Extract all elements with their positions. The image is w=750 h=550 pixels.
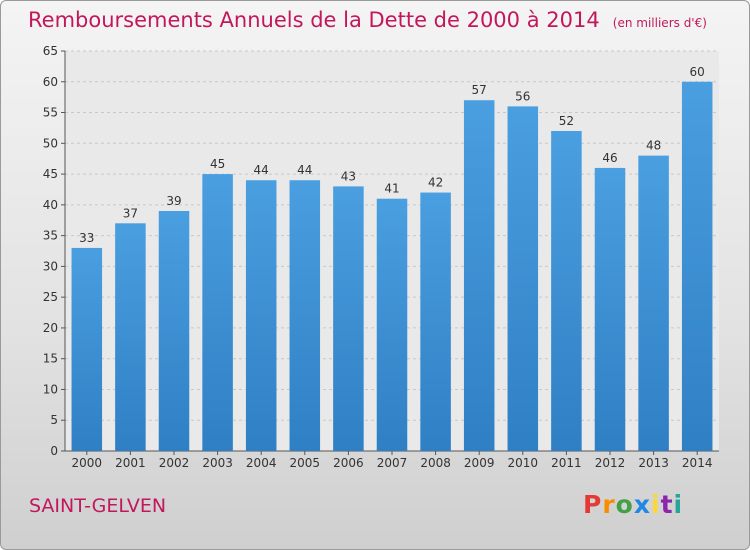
x-tick-label: 2014 (682, 456, 713, 470)
x-tick-label: 2003 (202, 456, 233, 470)
bar (245, 180, 277, 451)
bar (115, 223, 146, 451)
chart-title: Remboursements Annuels de la Dette de 20… (28, 8, 600, 32)
bar (638, 155, 669, 451)
data-label: 33 (79, 231, 94, 245)
bar (551, 131, 582, 451)
y-tick-label: 55 (43, 106, 58, 120)
y-tick-label: 5 (50, 413, 58, 427)
x-tick-label: 2011 (551, 456, 582, 470)
data-label: 46 (602, 151, 617, 165)
x-tick-label: 2013 (638, 456, 669, 470)
logo-letter: o (615, 490, 634, 519)
x-tick-label: 2004 (246, 456, 277, 470)
bar (507, 106, 539, 451)
x-tick-label: 2005 (290, 456, 321, 470)
data-label: 52 (559, 114, 574, 128)
x-tick-label: 2007 (377, 456, 408, 470)
y-tick-label: 35 (43, 229, 58, 243)
data-label: 48 (646, 139, 661, 153)
data-label: 42 (428, 176, 443, 190)
x-tick-label: 2001 (115, 456, 146, 470)
data-label: 37 (123, 206, 138, 220)
y-tick-label: 25 (43, 290, 58, 304)
data-label: 44 (254, 163, 269, 177)
commune-name: SAINT-GELVEN (29, 495, 167, 517)
y-tick-label: 65 (43, 44, 58, 58)
logo-letter: r (602, 490, 616, 519)
y-tick-label: 30 (43, 259, 58, 273)
logo-letter: i (651, 490, 661, 519)
x-tick-label: 2002 (159, 456, 190, 470)
bar (420, 192, 451, 452)
proxiti-logo: Proxiti (583, 490, 683, 519)
bar (463, 100, 495, 451)
data-label: 57 (472, 83, 487, 97)
bar (71, 247, 103, 451)
logo-letter: x (633, 490, 651, 519)
x-tick-label: 2006 (333, 456, 364, 470)
data-label: 44 (297, 163, 312, 177)
data-label: 43 (341, 169, 356, 183)
bar (202, 174, 233, 452)
y-tick-label: 45 (43, 167, 58, 181)
data-label: 39 (166, 194, 181, 208)
x-tick-label: 2010 (508, 456, 539, 470)
data-label: 60 (690, 65, 705, 79)
bar (158, 211, 190, 451)
chart-subtitle: (en milliers d'€) (612, 16, 707, 30)
bar (289, 180, 321, 451)
y-tick-label: 20 (43, 321, 58, 335)
logo-letter: i (673, 490, 684, 519)
data-label: 41 (384, 182, 399, 196)
bar (594, 167, 626, 451)
y-tick-label: 15 (43, 352, 58, 366)
y-tick-label: 60 (43, 75, 58, 89)
bar (681, 81, 713, 452)
chart-title-line: Remboursements Annuels de la Dette de 20… (28, 8, 707, 32)
data-label: 45 (210, 157, 225, 171)
x-tick-label: 2012 (595, 456, 626, 470)
logo-letter: P (583, 490, 603, 519)
x-tick-label: 2000 (72, 456, 103, 470)
y-tick-label: 0 (50, 444, 58, 458)
y-tick-label: 10 (43, 382, 58, 396)
y-tick-label: 50 (43, 136, 58, 150)
data-label: 56 (515, 89, 530, 103)
x-tick-label: 2008 (420, 456, 451, 470)
bar (376, 198, 408, 451)
x-tick-label: 2009 (464, 456, 495, 470)
logo-letter: t (660, 490, 674, 519)
y-tick-label: 40 (43, 198, 58, 212)
bar (333, 186, 364, 451)
